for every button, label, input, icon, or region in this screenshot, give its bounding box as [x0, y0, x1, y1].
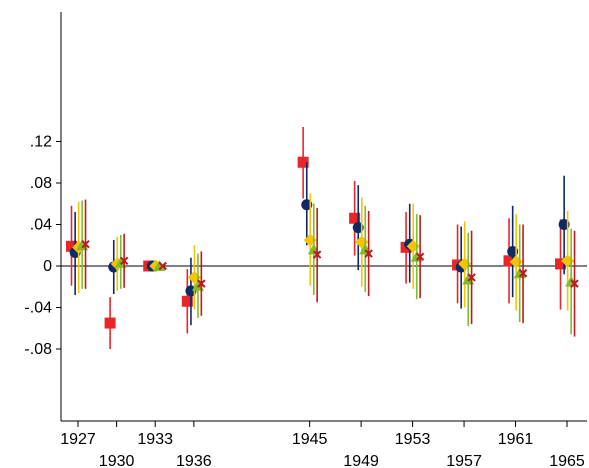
y-axis-ticks: -.08 -.04 0 .04 .08 .12: [24, 134, 61, 358]
x-tick-label: 1965: [549, 453, 585, 468]
y-tick-label: .08: [30, 175, 52, 192]
y-tick-label: -.08: [24, 341, 52, 358]
series-x: [81, 199, 579, 337]
point-marker-square: [349, 212, 361, 224]
x-tick-label: 1930: [99, 453, 135, 468]
x-tick-label: 1933: [137, 431, 173, 448]
x-tick-label: 1927: [60, 431, 96, 448]
point-marker-square: [66, 240, 77, 252]
point-marker-square: [104, 317, 116, 329]
y-tick-label: 0: [43, 258, 52, 275]
series-diamond: [72, 193, 575, 311]
axes: [60, 12, 587, 422]
x-tick-label: 1961: [498, 431, 534, 448]
point-marker-square: [555, 258, 566, 270]
x-tick-label: 1936: [176, 453, 212, 468]
y-tick-label: .12: [30, 134, 52, 151]
point-marker-x: [81, 240, 90, 249]
x-tick-label: 1949: [343, 453, 379, 468]
point-marker-x: [364, 249, 373, 258]
point-marker-x: [518, 269, 528, 278]
point-marker-x: [312, 250, 322, 259]
x-tick-label: 1957: [446, 453, 482, 468]
point-marker-x: [415, 252, 425, 261]
point-marker-x: [197, 279, 206, 288]
point-marker-square: [181, 295, 193, 307]
point-marker-x: [158, 261, 167, 271]
x-tick-label: 1945: [292, 431, 328, 448]
point-marker-square: [297, 156, 309, 168]
plot-area: [66, 126, 579, 349]
y-tick-label: -.04: [24, 300, 52, 317]
point-marker-square: [503, 255, 515, 267]
point-marker-triangle: [153, 260, 166, 271]
series-circle: [69, 162, 570, 326]
point-marker-x: [570, 279, 579, 288]
series-square: [66, 126, 566, 349]
point-marker-x: [467, 273, 476, 282]
point-marker-x: [119, 256, 129, 266]
x-tick-label: 1953: [395, 431, 431, 448]
point-marker-diamond: [303, 233, 317, 247]
y-tick-label: .04: [30, 217, 52, 234]
